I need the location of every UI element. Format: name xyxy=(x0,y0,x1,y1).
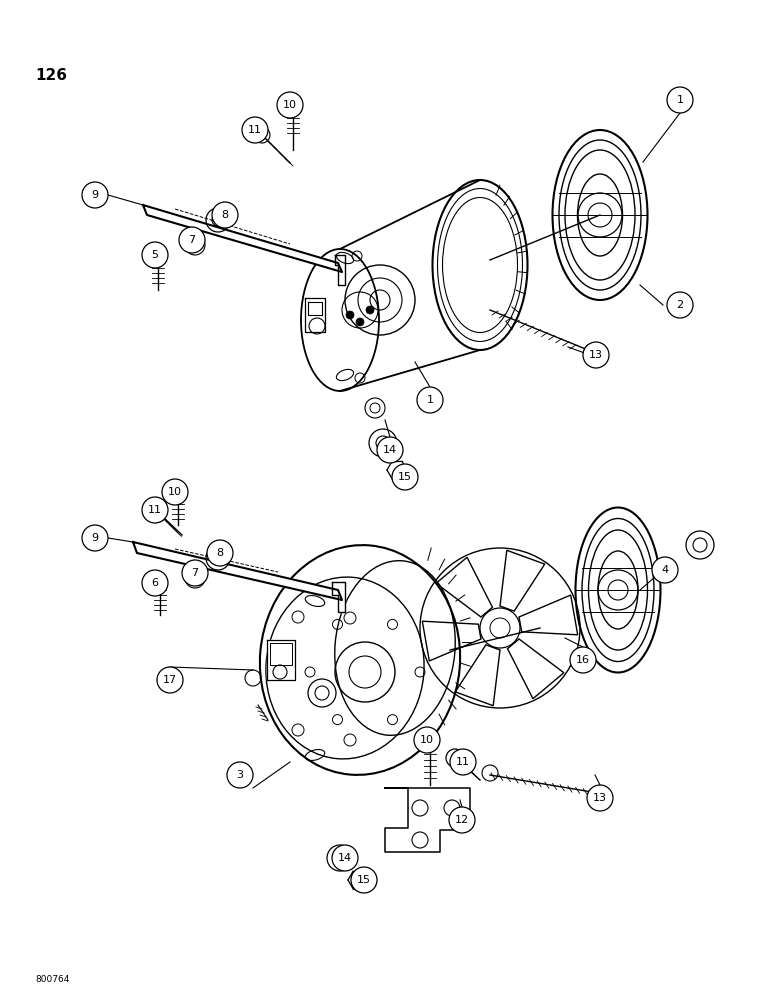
Text: 9: 9 xyxy=(91,533,99,543)
Circle shape xyxy=(332,845,358,871)
Text: 4: 4 xyxy=(662,565,669,575)
Text: 14: 14 xyxy=(383,445,397,455)
Text: 6: 6 xyxy=(151,578,158,588)
Text: 126: 126 xyxy=(35,68,67,83)
Text: 14: 14 xyxy=(338,853,352,863)
Circle shape xyxy=(377,437,403,463)
Circle shape xyxy=(449,807,475,833)
Polygon shape xyxy=(332,582,345,612)
Circle shape xyxy=(392,464,418,490)
Circle shape xyxy=(652,557,678,583)
Text: 12: 12 xyxy=(455,815,469,825)
Circle shape xyxy=(450,749,476,775)
Text: 1: 1 xyxy=(676,95,683,105)
Circle shape xyxy=(142,242,168,268)
Circle shape xyxy=(242,117,268,143)
Circle shape xyxy=(162,479,188,505)
Circle shape xyxy=(82,182,108,208)
Text: 3: 3 xyxy=(236,770,243,780)
Text: 1: 1 xyxy=(426,395,434,405)
Text: 7: 7 xyxy=(191,568,198,578)
Polygon shape xyxy=(335,255,345,285)
Circle shape xyxy=(366,306,374,314)
Text: 13: 13 xyxy=(589,350,603,360)
Text: 10: 10 xyxy=(420,735,434,745)
Circle shape xyxy=(82,525,108,551)
Circle shape xyxy=(182,560,208,586)
Text: 17: 17 xyxy=(163,675,177,685)
Circle shape xyxy=(587,785,613,811)
Circle shape xyxy=(227,762,253,788)
Polygon shape xyxy=(267,640,295,680)
Circle shape xyxy=(277,92,303,118)
Polygon shape xyxy=(385,788,470,852)
Circle shape xyxy=(667,87,693,113)
Circle shape xyxy=(142,497,168,523)
Text: 10: 10 xyxy=(283,100,297,110)
Circle shape xyxy=(212,202,238,228)
Circle shape xyxy=(667,292,693,318)
Circle shape xyxy=(417,387,443,413)
Circle shape xyxy=(583,342,609,368)
Text: 7: 7 xyxy=(188,235,195,245)
Circle shape xyxy=(356,318,364,326)
Circle shape xyxy=(179,227,205,253)
Circle shape xyxy=(414,727,440,753)
Text: 800764: 800764 xyxy=(35,975,69,984)
Text: 11: 11 xyxy=(456,757,470,767)
Text: 15: 15 xyxy=(398,472,412,482)
Circle shape xyxy=(142,570,168,596)
Text: 13: 13 xyxy=(593,793,607,803)
Polygon shape xyxy=(143,205,342,272)
Circle shape xyxy=(207,540,233,566)
Text: 11: 11 xyxy=(148,505,162,515)
Text: 10: 10 xyxy=(168,487,182,497)
Text: 2: 2 xyxy=(676,300,683,310)
Text: 9: 9 xyxy=(91,190,99,200)
Circle shape xyxy=(157,667,183,693)
Text: 16: 16 xyxy=(576,655,590,665)
Text: 8: 8 xyxy=(216,548,224,558)
Text: 8: 8 xyxy=(222,210,229,220)
Polygon shape xyxy=(133,542,342,600)
Circle shape xyxy=(346,311,354,319)
Circle shape xyxy=(570,647,596,673)
Text: 5: 5 xyxy=(151,250,158,260)
Circle shape xyxy=(351,867,377,893)
Text: 11: 11 xyxy=(248,125,262,135)
Text: 15: 15 xyxy=(357,875,371,885)
